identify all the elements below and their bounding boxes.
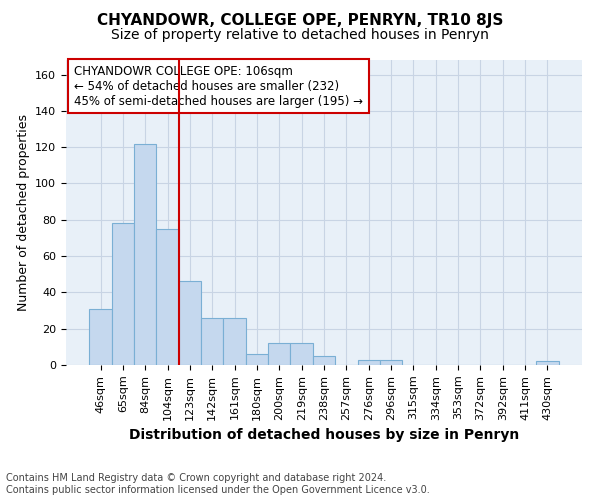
Bar [358,360,380,365]
Text: Contains HM Land Registry data © Crown copyright and database right 2024.
Contai: Contains HM Land Registry data © Crown c… [6,474,430,495]
Bar [380,360,402,365]
X-axis label: Distribution of detached houses by size in Penryn: Distribution of detached houses by size … [129,428,519,442]
Bar [134,144,157,365]
Bar [223,318,246,365]
Text: CHYANDOWR, COLLEGE OPE, PENRYN, TR10 8JS: CHYANDOWR, COLLEGE OPE, PENRYN, TR10 8JS [97,12,503,28]
Text: CHYANDOWR COLLEGE OPE: 106sqm
← 54% of detached houses are smaller (232)
45% of : CHYANDOWR COLLEGE OPE: 106sqm ← 54% of d… [74,64,363,108]
Bar [246,354,268,365]
Y-axis label: Number of detached properties: Number of detached properties [17,114,29,311]
Bar [89,308,112,365]
Text: Size of property relative to detached houses in Penryn: Size of property relative to detached ho… [111,28,489,42]
Bar [536,362,559,365]
Bar [112,224,134,365]
Bar [201,318,223,365]
Bar [179,282,201,365]
Bar [268,343,290,365]
Bar [290,343,313,365]
Bar [157,229,179,365]
Bar [313,356,335,365]
